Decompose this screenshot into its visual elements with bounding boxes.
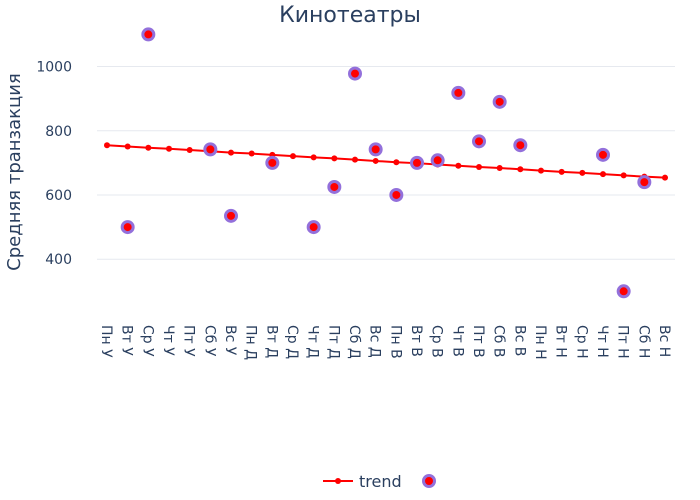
x-tick-label: Чт Д <box>305 325 321 358</box>
scatter-point <box>637 175 652 190</box>
trend-point <box>124 143 131 150</box>
x-tick-label: Вт У <box>119 325 135 356</box>
x-tick-label: Вт В <box>408 325 424 357</box>
x-tick-label: Пт Н <box>615 325 631 359</box>
trend-point <box>496 165 503 172</box>
x-tick-label: Пт У <box>181 325 197 357</box>
trend-point <box>145 144 152 151</box>
x-tick-label: Ср В <box>429 325 445 358</box>
x-tick-label: Пт Д <box>325 325 341 359</box>
scatter-point <box>265 155 280 170</box>
gridlines <box>97 66 675 260</box>
x-tick-label: Пн Д <box>243 325 259 360</box>
trend-point <box>331 155 338 162</box>
legend-item-trend[interactable]: trend <box>323 472 402 491</box>
trend-point <box>517 166 524 173</box>
y-tick-label: 400 <box>45 252 72 268</box>
y-tick-label: 800 <box>45 124 72 140</box>
scatter-point <box>141 27 156 42</box>
x-tick-label: Ср У <box>139 325 155 357</box>
trend-point <box>166 145 172 152</box>
legend-points-marker <box>422 474 436 488</box>
y-tick-label: 600 <box>45 188 72 204</box>
legend-trend-marker <box>335 478 341 484</box>
trend-point <box>579 169 586 176</box>
legend-item-points[interactable] <box>422 474 436 488</box>
trend-point <box>310 154 317 161</box>
trend-point <box>104 142 110 149</box>
x-tick-label: Чт Н <box>594 325 610 358</box>
scatter-point <box>596 147 610 162</box>
scatter-point <box>203 142 218 157</box>
scatter-point <box>616 284 631 299</box>
x-tick-label: Ср Д <box>284 325 300 359</box>
x-tick-label: Вс У <box>222 325 238 356</box>
legend-trend-label: trend <box>359 472 402 491</box>
x-tick-label: Вт Д <box>263 325 279 358</box>
trend-point <box>620 172 627 179</box>
trend-point <box>476 164 482 171</box>
scatter-series <box>120 27 652 299</box>
x-tick-label: Сб В <box>491 325 507 357</box>
trend-point <box>248 150 255 157</box>
trend-point <box>372 157 379 164</box>
trend-line <box>106 144 666 179</box>
scatter-point <box>410 155 424 170</box>
x-tick-label: Вс В <box>511 325 527 356</box>
scatter-point <box>492 94 507 109</box>
y-tick-label: 1000 <box>36 60 72 76</box>
y-axis-label: Средняя транзакция <box>4 73 25 271</box>
trend-point <box>290 153 296 160</box>
scatter-point <box>224 208 238 223</box>
x-tick-label: Пн У <box>98 325 114 358</box>
x-axis-ticks: Пн У Вт У Ср У Чт У Пт У Сб У Вс У Пн Д Вт Д Ср Д… <box>98 325 672 360</box>
x-tick-label: Сб Н <box>635 325 651 358</box>
scatter-point <box>327 179 342 194</box>
chart-title: Кинотеатры <box>279 3 421 28</box>
x-tick-label: Вс Н <box>656 325 672 357</box>
x-tick-label: Чт В <box>449 325 465 357</box>
scatter-point <box>430 153 445 168</box>
trend-point <box>558 168 565 175</box>
trend-point <box>352 156 358 163</box>
legend[interactable]: trend <box>323 472 436 491</box>
x-tick-label: Пн В <box>387 325 403 359</box>
x-tick-label: Чт У <box>160 325 176 356</box>
trend-point <box>600 171 606 178</box>
x-tick-label: Ср Н <box>573 325 589 359</box>
trend-point <box>538 167 544 174</box>
scatter-point <box>306 220 321 235</box>
scatter-point <box>472 134 486 149</box>
trend-point <box>662 174 668 181</box>
x-tick-label: Пн Н <box>532 325 548 360</box>
scatter-point <box>120 220 135 235</box>
x-tick-label: Сб Д <box>346 325 362 359</box>
y-axis-ticks: 400 600 800 1000 <box>36 60 72 269</box>
trend-point <box>228 149 234 156</box>
scatter-point <box>451 85 466 100</box>
scatter-point <box>513 138 528 153</box>
x-tick-label: Сб У <box>201 325 217 357</box>
trend-point <box>455 162 462 169</box>
scatter-point <box>389 187 404 202</box>
scatter-point <box>368 142 383 157</box>
trend-point <box>393 159 400 166</box>
trend-point <box>186 147 193 154</box>
x-tick-label: Пт В <box>470 325 486 358</box>
x-tick-label: Вт Н <box>553 325 569 358</box>
trend-series <box>104 142 668 181</box>
scatter-point <box>348 66 362 81</box>
x-tick-label: Вс Д <box>367 325 383 358</box>
